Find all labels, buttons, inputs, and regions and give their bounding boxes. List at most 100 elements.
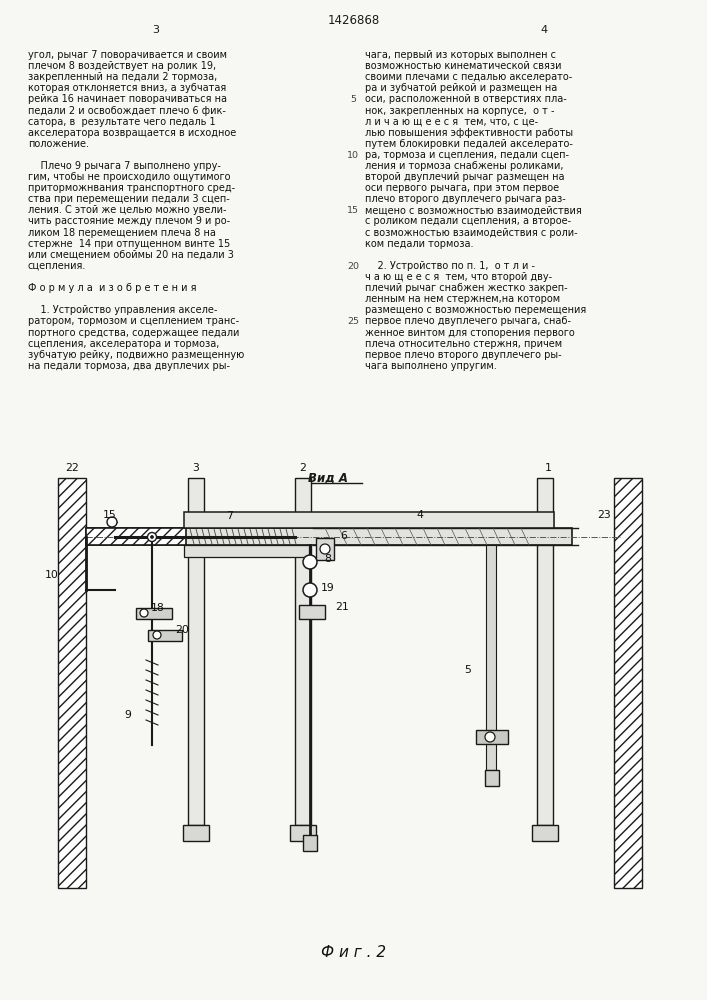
Text: ч а ю щ е е с я  тем, что второй дву-: ч а ю щ е е с я тем, что второй дву- [365, 272, 552, 282]
Text: ления. С этой же целью можно увели-: ления. С этой же целью можно увели- [28, 205, 226, 215]
Text: 5: 5 [350, 95, 356, 104]
Text: 23: 23 [597, 510, 611, 520]
Text: угол, рычаг 7 поворачивается и своим: угол, рычаг 7 поворачивается и своим [28, 50, 227, 60]
Circle shape [153, 631, 161, 639]
Text: педали 2 и освобождает плечо 6 фик-: педали 2 и освобождает плечо 6 фик- [28, 105, 226, 115]
Text: женное винтом для стопорения первого: женное винтом для стопорения первого [365, 328, 575, 338]
Bar [290, 825, 316, 841]
Text: гим, чтобы не происходило ощутимого: гим, чтобы не происходило ощутимого [28, 172, 230, 182]
Circle shape [485, 732, 495, 742]
Text: 21: 21 [335, 602, 349, 612]
Text: 15: 15 [103, 510, 117, 520]
Text: 3: 3 [192, 463, 199, 473]
Text: сатора, в  результате чего педаль 1: сатора, в результате чего педаль 1 [28, 117, 216, 127]
Text: 10: 10 [347, 151, 359, 160]
Circle shape [303, 583, 317, 597]
Text: сцепления, акселератора и тормоза,: сцепления, акселератора и тормоза, [28, 339, 219, 349]
Text: портного средства, содержащее педали: портного средства, содержащее педали [28, 328, 240, 338]
Text: 4: 4 [541, 25, 548, 35]
Text: 1426868: 1426868 [327, 13, 380, 26]
Text: сцепления.: сцепления. [28, 261, 86, 271]
Text: положение.: положение. [28, 139, 89, 149]
Circle shape [140, 609, 148, 617]
Text: оси первого рычага, при этом первое: оси первого рычага, при этом первое [365, 183, 559, 193]
Text: л и ч а ю щ е е с я  тем, что, с це-: л и ч а ю щ е е с я тем, что, с це- [365, 117, 538, 127]
Text: 2. Устройство по п. 1,  о т л и -: 2. Устройство по п. 1, о т л и - [365, 261, 535, 271]
Text: с возможностью взаимодействия с роли-: с возможностью взаимодействия с роли- [365, 228, 578, 238]
Text: 2: 2 [300, 463, 306, 473]
Text: 4: 4 [416, 510, 423, 520]
Bar [299, 605, 325, 619]
Text: первое плечо двуплечего рычага, снаб-: первое плечо двуплечего рычага, снаб- [365, 316, 571, 326]
Bar [148, 630, 182, 641]
Bar [476, 730, 508, 744]
Text: ления и тормоза снабжены роликами,: ления и тормоза снабжены роликами, [365, 161, 563, 171]
Text: 8: 8 [325, 554, 332, 564]
Circle shape [148, 532, 156, 542]
Text: 1. Устройство управления акселе-: 1. Устройство управления акселе- [28, 305, 217, 315]
Bar [537, 478, 553, 825]
Text: 7: 7 [226, 511, 233, 521]
Bar [86, 528, 572, 545]
Text: лью повышения эффективности работы: лью повышения эффективности работы [365, 128, 573, 138]
Text: второй двуплечий рычаг размещен на: второй двуплечий рычаг размещен на [365, 172, 564, 182]
Text: размещено с возможностью перемещения: размещено с возможностью перемещения [365, 305, 586, 315]
Text: закрепленный на педали 2 тормоза,: закрепленный на педали 2 тормоза, [28, 72, 217, 82]
Text: зубчатую рейку, подвижно размещенную: зубчатую рейку, подвижно размещенную [28, 350, 244, 360]
Text: 9: 9 [124, 710, 132, 720]
Bar [303, 835, 317, 851]
Text: 20: 20 [347, 262, 359, 271]
Text: 5: 5 [464, 665, 472, 675]
Text: Ф о р м у л а  и з о б р е т е н и я: Ф о р м у л а и з о б р е т е н и я [28, 283, 197, 293]
Text: ликом 18 перемещением плеча 8 на: ликом 18 перемещением плеча 8 на [28, 228, 216, 238]
Bar [532, 825, 558, 841]
Text: 19: 19 [321, 583, 335, 593]
Text: с роликом педали сцепления, а второе-: с роликом педали сцепления, а второе- [365, 217, 571, 227]
Text: 15: 15 [347, 206, 359, 215]
Text: плечий рычаг снабжен жестко закреп-: плечий рычаг снабжен жестко закреп- [365, 283, 568, 293]
Text: 20: 20 [175, 625, 189, 635]
Text: ства при перемещении педали 3 сцеп-: ства при перемещении педали 3 сцеп- [28, 194, 230, 204]
Bar [295, 478, 311, 825]
Text: оси, расположенной в отверстиях пла-: оси, расположенной в отверстиях пла- [365, 94, 567, 104]
Text: Ф и г . 2: Ф и г . 2 [321, 945, 386, 960]
Bar [485, 770, 499, 786]
Bar [184, 545, 309, 557]
Text: которая отклоняется вниз, а зубчатая: которая отклоняется вниз, а зубчатая [28, 83, 226, 93]
Bar [188, 478, 204, 825]
Bar [184, 512, 554, 528]
Text: путем блокировки педалей акселерато-: путем блокировки педалей акселерато- [365, 139, 573, 149]
Text: 22: 22 [65, 463, 79, 473]
Text: ратором, тормозом и сцеплением транс-: ратором, тормозом и сцеплением транс- [28, 316, 239, 326]
Text: плечо второго двуплечего рычага раз-: плечо второго двуплечего рычага раз- [365, 194, 566, 204]
Text: чить расстояние между плечом 9 и ро-: чить расстояние между плечом 9 и ро- [28, 217, 230, 227]
Text: приторможнвания транспортного сред-: приторможнвания транспортного сред- [28, 183, 235, 193]
Text: возможностью кинематической связи: возможностью кинематической связи [365, 61, 561, 71]
Bar [58, 478, 86, 888]
Text: ра и зубчатой рейкой и размещен на: ра и зубчатой рейкой и размещен на [365, 83, 557, 93]
Bar [86, 528, 186, 545]
Bar [614, 478, 642, 888]
Text: 18: 18 [151, 603, 165, 613]
Text: первое плечо второго двуплечего ры-: первое плечо второго двуплечего ры- [365, 350, 561, 360]
Text: ленным на нем стержнем,на котором: ленным на нем стержнем,на котором [365, 294, 560, 304]
Bar [486, 545, 496, 770]
Circle shape [320, 544, 330, 554]
Text: ра, тормоза и сцепления, педали сцеп-: ра, тормоза и сцепления, педали сцеп- [365, 150, 569, 160]
Bar [136, 608, 172, 619]
Text: 3: 3 [152, 25, 159, 35]
Text: акселератора возвращается в исходное: акселератора возвращается в исходное [28, 128, 236, 138]
Text: или смещением обоймы 20 на педали 3: или смещением обоймы 20 на педали 3 [28, 250, 234, 260]
Circle shape [303, 555, 317, 569]
Text: 10: 10 [45, 570, 59, 580]
Text: плечом 8 воздействует на ролик 19,: плечом 8 воздействует на ролик 19, [28, 61, 216, 71]
Text: Вид А: Вид А [308, 472, 348, 485]
Text: стержне  14 при отпущенном винте 15: стержне 14 при отпущенном винте 15 [28, 239, 230, 249]
Text: чага, первый из которых выполнен с: чага, первый из которых выполнен с [365, 50, 556, 60]
Text: 25: 25 [347, 317, 359, 326]
Bar [183, 825, 209, 841]
Text: нок, закрепленных на корпусе,  о т -: нок, закрепленных на корпусе, о т - [365, 105, 554, 115]
Text: ком педали тормоза.: ком педали тормоза. [365, 239, 474, 249]
Text: Плечо 9 рычага 7 выполнено упру-: Плечо 9 рычага 7 выполнено упру- [28, 161, 221, 171]
Text: 1: 1 [544, 463, 551, 473]
